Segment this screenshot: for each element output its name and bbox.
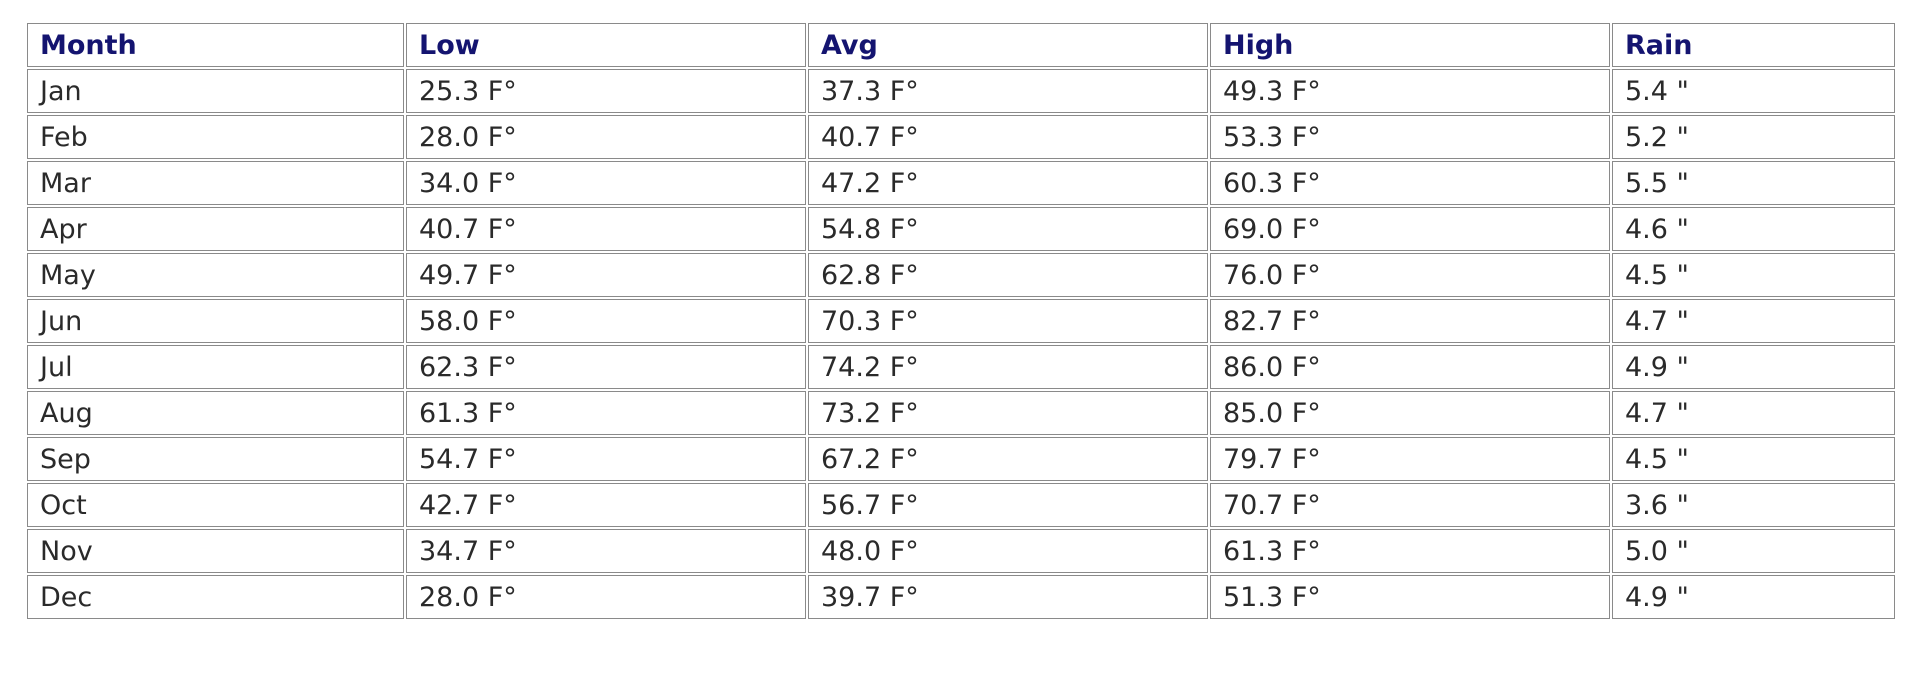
value-cell: 53.3 F° <box>1210 115 1610 159</box>
value-cell: 40.7 F° <box>406 207 806 251</box>
value-cell: 4.9 " <box>1612 345 1895 389</box>
table-row: Dec 28.0 F° 39.7 F° 51.3 F° 4.9 " <box>27 575 1895 619</box>
table-row: Nov 34.7 F° 48.0 F° 61.3 F° 5.0 " <box>27 529 1895 573</box>
value-cell: 86.0 F° <box>1210 345 1610 389</box>
value-cell: 4.5 " <box>1612 437 1895 481</box>
value-cell: 62.3 F° <box>406 345 806 389</box>
header-cell: Rain <box>1612 23 1895 67</box>
value-cell: 5.0 " <box>1612 529 1895 573</box>
month-cell: Sep <box>27 437 404 481</box>
value-cell: 34.7 F° <box>406 529 806 573</box>
value-cell: 51.3 F° <box>1210 575 1610 619</box>
value-cell: 34.0 F° <box>406 161 806 205</box>
month-cell: May <box>27 253 404 297</box>
table-body: Jan 25.3 F° 37.3 F° 49.3 F° 5.4 " Feb 28.0 F° 4… <box>27 69 1895 619</box>
value-cell: 85.0 F° <box>1210 391 1610 435</box>
value-cell: 48.0 F° <box>808 529 1208 573</box>
header-row: Month Low Avg High Rain <box>27 23 1895 67</box>
value-cell: 76.0 F° <box>1210 253 1610 297</box>
value-cell: 69.0 F° <box>1210 207 1610 251</box>
value-cell: 79.7 F° <box>1210 437 1610 481</box>
month-cell: Mar <box>27 161 404 205</box>
value-cell: 4.7 " <box>1612 391 1895 435</box>
value-cell: 5.4 " <box>1612 69 1895 113</box>
table-row: Aug 61.3 F° 73.2 F° 85.0 F° 4.7 " <box>27 391 1895 435</box>
value-cell: 37.3 F° <box>808 69 1208 113</box>
month-cell: Jan <box>27 69 404 113</box>
value-cell: 70.3 F° <box>808 299 1208 343</box>
header-cell: Low <box>406 23 806 67</box>
table-row: Jun 58.0 F° 70.3 F° 82.7 F° 4.7 " <box>27 299 1895 343</box>
value-cell: 82.7 F° <box>1210 299 1610 343</box>
table-row: May 49.7 F° 62.8 F° 76.0 F° 4.5 " <box>27 253 1895 297</box>
value-cell: 28.0 F° <box>406 115 806 159</box>
value-cell: 54.7 F° <box>406 437 806 481</box>
value-cell: 56.7 F° <box>808 483 1208 527</box>
value-cell: 73.2 F° <box>808 391 1208 435</box>
value-cell: 49.3 F° <box>1210 69 1610 113</box>
value-cell: 4.5 " <box>1612 253 1895 297</box>
climate-table: Month Low Avg High Rain Jan 25.3 F° 37.3 F° 49.… <box>25 21 1897 621</box>
header-cell: Month <box>27 23 404 67</box>
value-cell: 61.3 F° <box>406 391 806 435</box>
table-row: Jul 62.3 F° 74.2 F° 86.0 F° 4.9 " <box>27 345 1895 389</box>
value-cell: 60.3 F° <box>1210 161 1610 205</box>
value-cell: 5.2 " <box>1612 115 1895 159</box>
value-cell: 58.0 F° <box>406 299 806 343</box>
value-cell: 42.7 F° <box>406 483 806 527</box>
table-row: Jan 25.3 F° 37.3 F° 49.3 F° 5.4 " <box>27 69 1895 113</box>
value-cell: 4.6 " <box>1612 207 1895 251</box>
value-cell: 49.7 F° <box>406 253 806 297</box>
value-cell: 54.8 F° <box>808 207 1208 251</box>
value-cell: 74.2 F° <box>808 345 1208 389</box>
table-row: Mar 34.0 F° 47.2 F° 60.3 F° 5.5 " <box>27 161 1895 205</box>
value-cell: 67.2 F° <box>808 437 1208 481</box>
month-cell: Oct <box>27 483 404 527</box>
value-cell: 4.7 " <box>1612 299 1895 343</box>
month-cell: Feb <box>27 115 404 159</box>
header-cell: High <box>1210 23 1610 67</box>
value-cell: 70.7 F° <box>1210 483 1610 527</box>
table-row: Feb 28.0 F° 40.7 F° 53.3 F° 5.2 " <box>27 115 1895 159</box>
value-cell: 47.2 F° <box>808 161 1208 205</box>
header-cell: Avg <box>808 23 1208 67</box>
value-cell: 40.7 F° <box>808 115 1208 159</box>
table-header: Month Low Avg High Rain <box>27 23 1895 67</box>
value-cell: 62.8 F° <box>808 253 1208 297</box>
value-cell: 4.9 " <box>1612 575 1895 619</box>
month-cell: Apr <box>27 207 404 251</box>
value-cell: 3.6 " <box>1612 483 1895 527</box>
month-cell: Jul <box>27 345 404 389</box>
value-cell: 25.3 F° <box>406 69 806 113</box>
table-row: Apr 40.7 F° 54.8 F° 69.0 F° 4.6 " <box>27 207 1895 251</box>
month-cell: Dec <box>27 575 404 619</box>
month-cell: Nov <box>27 529 404 573</box>
month-cell: Jun <box>27 299 404 343</box>
table-row: Sep 54.7 F° 67.2 F° 79.7 F° 4.5 " <box>27 437 1895 481</box>
value-cell: 39.7 F° <box>808 575 1208 619</box>
table-row: Oct 42.7 F° 56.7 F° 70.7 F° 3.6 " <box>27 483 1895 527</box>
value-cell: 61.3 F° <box>1210 529 1610 573</box>
month-cell: Aug <box>27 391 404 435</box>
value-cell: 28.0 F° <box>406 575 806 619</box>
value-cell: 5.5 " <box>1612 161 1895 205</box>
